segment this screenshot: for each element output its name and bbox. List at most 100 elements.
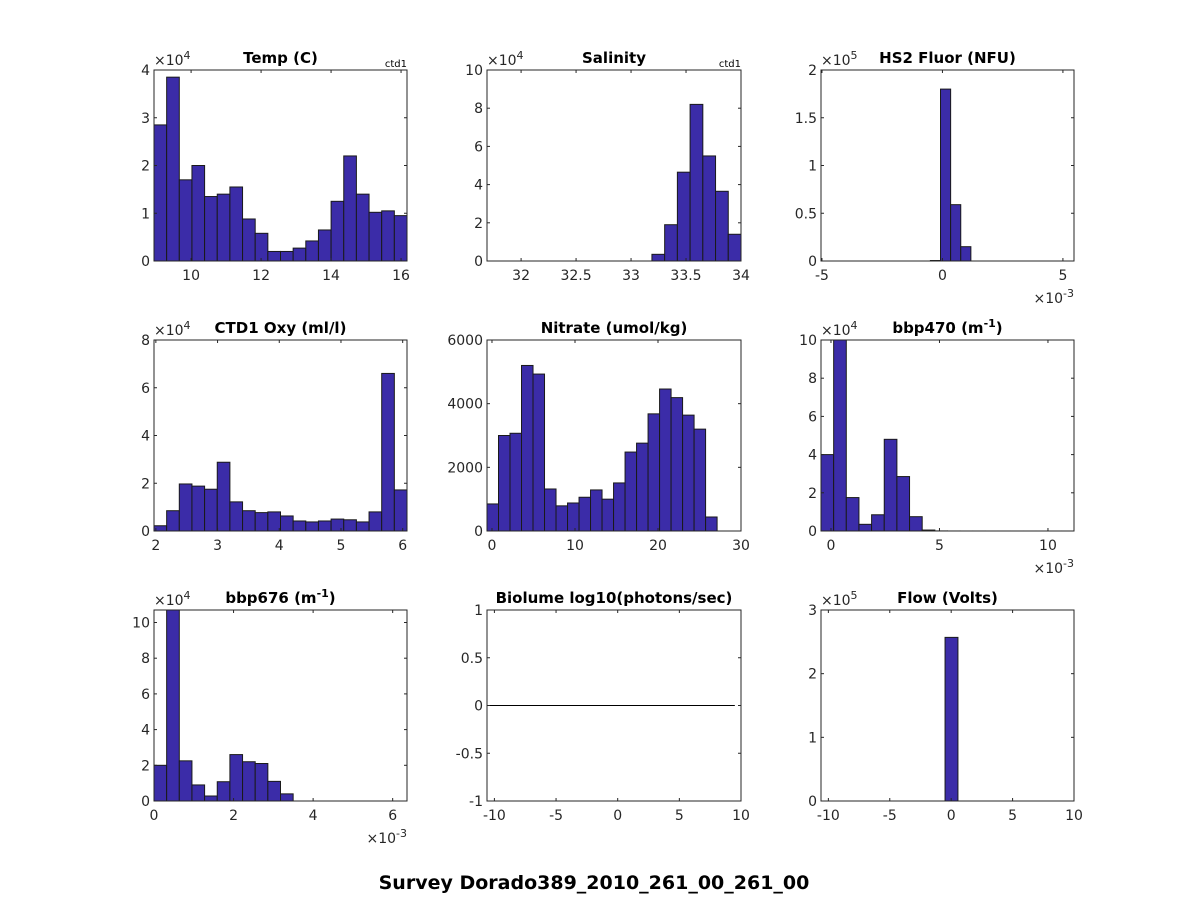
x-tick-label: -10 [483,808,506,824]
x-tick-label: -5 [883,808,897,824]
histogram-bar [532,373,546,531]
x-tick-label: 0 [150,808,159,824]
histogram-bar [647,413,661,531]
x-tick-label: 20 [649,538,667,554]
y-tick-label: 6 [808,409,817,425]
histogram-bar [613,482,626,531]
subplot-title: Biolume log10(photons/sec) [496,589,733,607]
axes-box [153,609,408,802]
histogram-bar [682,414,695,531]
y-tick-label: -1 [469,794,483,810]
histogram-bar [624,451,638,531]
y-tick-label: 2 [141,159,150,175]
x-tick-label: 0 [827,538,836,554]
y-tick-label: 8 [141,333,150,349]
y-tick-label: 2000 [447,460,483,476]
histogram-bar [343,155,357,261]
y-exponent-label: ×104 [154,319,191,339]
subplot-5: 0 10 20 30 0 2000 4000 6000 Nitrate (umol/kg) [447,319,750,554]
x-exponent-label: ×10-3 [366,827,407,847]
histogram-bar [229,754,244,801]
histogram-bar [330,518,345,531]
histogram-bar [368,511,383,531]
x-tick-label: 14 [322,268,340,284]
histogram-bar [242,510,256,531]
y-tick-label: 2 [474,216,483,232]
axes-box [486,69,742,262]
x-tick-label: 3 [213,538,222,554]
histogram-bar [676,171,691,261]
x-tick-label: 12 [252,268,270,284]
x-tick-label: 10 [1039,538,1057,554]
histogram-bar [267,780,282,801]
x-tick-label: 32.5 [560,268,591,284]
y-tick-label: 0 [141,794,150,810]
x-tick-label: 6 [388,808,397,824]
y-tick-label: 8 [141,651,150,667]
y-tick-label: 2 [808,486,817,502]
histogram-bar [191,165,206,261]
y-tick-label: 10 [465,63,483,79]
x-tick-label: -10 [817,808,840,824]
y-tick-label: 10 [799,333,817,349]
histogram-bar [166,510,180,531]
histogram-bar [305,240,319,261]
subplot-6: 0 5 10 0 2 4 6 8 10 bbp470 (m-1) ×104 ×10-3 [799,317,1075,577]
histogram-bar [154,124,168,261]
x-tick-label: -5 [549,808,563,824]
x-tick-label: 6 [398,538,407,554]
histogram-bar [317,229,332,261]
x-tick-label: 2 [229,808,238,824]
subplot-9: -10 -5 0 5 10 0 1 2 3 Flow (Volts) ×105 [808,589,1083,824]
x-tick-label: 33.5 [670,268,701,284]
y-tick-label: 0 [141,254,150,270]
histogram-bar [689,103,704,261]
y-tick-label: 1.5 [795,111,817,127]
histogram-bar [578,496,592,531]
x-tick-label: 5 [337,538,346,554]
x-tick-label: 32 [512,268,530,284]
y-tick-label: 0.5 [461,651,483,667]
y-tick-label: 0.5 [795,206,817,222]
histogram-bar [216,461,231,531]
y-tick-label: 2 [808,667,817,683]
histogram-bar [727,233,741,261]
histogram-bar [521,364,534,531]
histogram-bar [355,193,370,261]
y-tick-label: 4000 [447,397,483,413]
y-exponent-label: ×105 [821,49,858,69]
y-tick-label: 4 [141,63,150,79]
histogram-bar [254,232,269,261]
histogram-bar [896,476,911,531]
marks [154,76,407,261]
histogram-bar [940,88,952,261]
histogram-bar [191,485,206,531]
histogram-bar [950,204,962,261]
histogram-bar [229,501,244,531]
x-tick-label: 5 [1008,808,1017,824]
x-exponent-label: ×10-3 [1033,287,1074,307]
histogram-bar [659,388,672,531]
y-tick-label: 4 [808,448,817,464]
histogram-bar [280,793,294,801]
y-tick-label: 1 [474,603,483,619]
histogram-bar [702,155,717,261]
histogram-bar [242,761,256,801]
subplot-title: bbp470 (m-1) [892,317,1002,337]
x-tick-label: 4 [309,808,318,824]
histogram-bar [871,514,885,531]
x-tick-label: 16 [392,268,410,284]
histogram-bar [393,489,407,531]
plot-area [154,610,407,801]
y-tick-label: 2 [141,758,150,774]
histogram-bar [191,784,206,801]
histogram-bar [368,211,383,261]
histogram-bar [909,516,923,531]
histogram-bar [330,200,345,261]
y-tick-label: 1 [141,206,150,222]
y-tick-label: 6 [474,139,483,155]
y-tick-label: 0 [808,524,817,540]
histogram-bar [883,438,898,531]
